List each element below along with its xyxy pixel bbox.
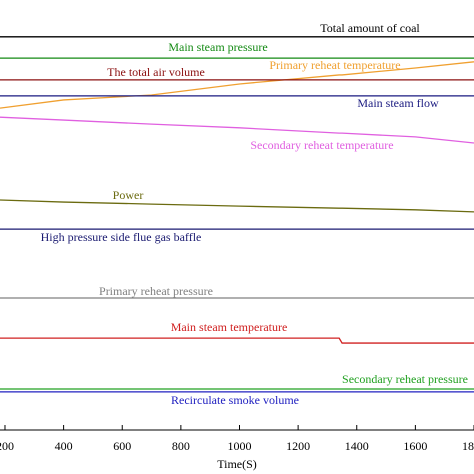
series-label: Primary reheat temperature	[269, 58, 400, 72]
x-tick-label: 800	[172, 439, 190, 453]
series-label: Primary reheat pressure	[99, 284, 213, 298]
x-tick-label: 200	[0, 439, 14, 453]
x-tick-label: 1600	[403, 439, 427, 453]
series-label: Total amount of coal	[320, 21, 420, 35]
series-label: Main steam pressure	[168, 40, 267, 54]
series-label: Main steam temperature	[171, 320, 288, 334]
series-label: The total air volume	[107, 65, 205, 79]
x-tick-label: 1200	[286, 439, 310, 453]
series-label: Recirculate smoke volume	[171, 393, 299, 407]
series-label: Power	[113, 188, 144, 202]
series-label: High pressure side flue gas baffle	[41, 230, 202, 244]
series-line	[0, 199, 474, 213]
series-label: Secondary reheat pressure	[342, 372, 468, 386]
series-line	[0, 337, 474, 344]
x-axis-label: Time(S)	[217, 457, 257, 471]
series-label: Secondary reheat temperature	[250, 138, 393, 152]
series-line	[0, 116, 474, 144]
series-label: Main steam flow	[357, 96, 439, 110]
x-tick-label: 1000	[227, 439, 251, 453]
x-tick-label: 600	[113, 439, 131, 453]
x-tick-label: 400	[55, 439, 73, 453]
x-tick-label: 1800	[462, 439, 474, 453]
x-tick-label: 1400	[345, 439, 369, 453]
